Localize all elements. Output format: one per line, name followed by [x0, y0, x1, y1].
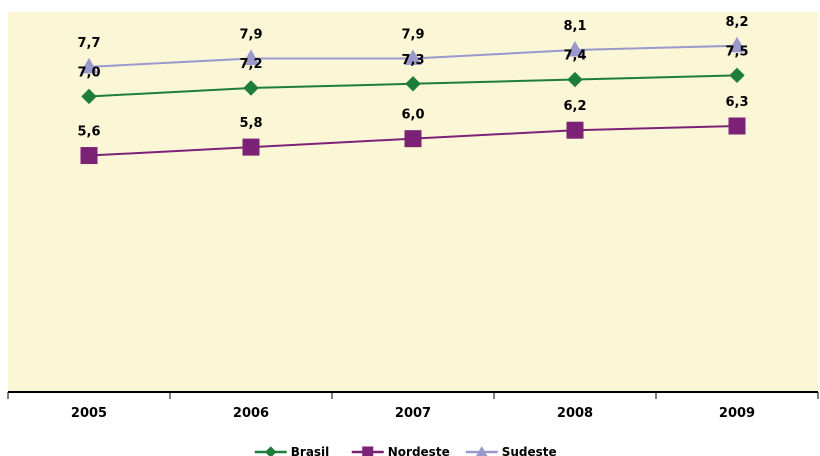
plot-area [8, 12, 818, 392]
data-label-sudeste: 7,7 [77, 36, 100, 51]
data-label-brasil: 7,3 [401, 53, 424, 68]
data-label-sudeste: 7,9 [401, 27, 424, 42]
square-marker [728, 117, 746, 135]
x-tick-label: 2005 [71, 406, 107, 421]
square-marker [566, 121, 584, 139]
data-label-brasil: 7,2 [239, 57, 262, 72]
diamond-marker [243, 80, 259, 96]
triangle-marker [404, 49, 422, 65]
data-label-nordeste: 5,8 [239, 116, 262, 131]
x-tick-label: 2009 [719, 406, 755, 421]
diamond-marker [81, 88, 97, 105]
series-brasil [81, 67, 745, 105]
data-label-sudeste: 8,1 [563, 19, 586, 34]
data-label-nordeste: 6,3 [725, 95, 748, 110]
diamond-marker [729, 67, 745, 84]
data-label-brasil: 7,4 [563, 49, 586, 64]
series-sudeste [80, 36, 746, 74]
legend: Brasil Nordeste Sudeste [254, 445, 557, 456]
legend-item-sudeste: Sudeste [465, 445, 557, 456]
square-marker [80, 147, 98, 165]
x-tick-label: 2008 [557, 406, 593, 421]
x-tick-label: 2006 [233, 406, 269, 421]
data-label-nordeste: 5,6 [77, 125, 100, 140]
data-label-brasil: 7,5 [725, 44, 748, 59]
data-labels: 7,0 7,2 7,3 7,4 7,5 5,6 5,8 6,0 6,2 6,3 7,7 7,9 7,9 8… [77, 15, 748, 140]
data-label-sudeste: 8,2 [725, 15, 748, 30]
diamond-marker [265, 446, 277, 456]
square-marker [362, 446, 374, 456]
data-label-sudeste: 7,9 [239, 27, 262, 42]
diamond-marker [567, 71, 583, 88]
legend-label: Sudeste [502, 445, 557, 456]
legend-label: Brasil [291, 445, 330, 456]
triangle-marker [242, 49, 260, 65]
axes: 2005 2006 2007 2008 2009 [7, 391, 819, 421]
legend-label: Nordeste [388, 445, 450, 456]
triangle-marker [728, 36, 746, 53]
series-nordeste [80, 117, 746, 165]
diamond-marker [405, 76, 421, 92]
square-marker [404, 130, 422, 148]
series-layer [80, 36, 746, 165]
data-label-brasil: 7,0 [77, 65, 100, 80]
legend-item-nordeste: Nordeste [351, 445, 450, 456]
triangle-marker [80, 57, 98, 74]
square-marker [242, 138, 260, 156]
legend-item-brasil: Brasil [254, 445, 330, 456]
data-label-nordeste: 6,0 [401, 108, 424, 123]
x-tick-label: 2007 [395, 406, 431, 421]
data-label-nordeste: 6,2 [563, 99, 586, 114]
triangle-marker [566, 40, 584, 57]
